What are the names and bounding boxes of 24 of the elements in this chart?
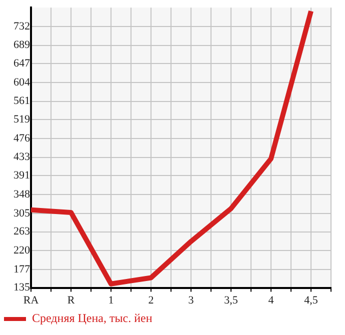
x-tick-label: 3,5 — [224, 294, 238, 306]
x-tick-label: 1 — [108, 294, 114, 306]
y-tick-label: 305 — [14, 207, 30, 220]
x-tick-label: 4 — [268, 294, 274, 306]
x-tick-label: R — [67, 294, 76, 306]
y-tick-label: 433 — [14, 151, 30, 164]
x-tick-label: 4,5 — [304, 294, 318, 306]
y-tick-label: 732 — [14, 20, 30, 32]
y-tick-label: 519 — [14, 114, 30, 126]
y-tick-label: 177 — [14, 263, 30, 276]
x-tick-label: 3 — [188, 294, 194, 306]
y-tick-label: 391 — [14, 170, 30, 182]
y-tick-label: 263 — [14, 226, 30, 238]
y-tick-label: 604 — [14, 76, 30, 88]
y-tick-label: 348 — [14, 188, 30, 200]
y-tick-label: 561 — [14, 95, 30, 108]
y-tick-label: 647 — [14, 58, 30, 70]
y-tick-label: 220 — [14, 244, 30, 256]
y-tick-label: 135 — [14, 282, 30, 294]
x-tick-label: RA — [23, 294, 39, 306]
y-tick-label: 689 — [14, 39, 30, 52]
x-tick-label: 2 — [148, 294, 154, 306]
legend-label: Средняя Цена, тыс. йен — [32, 311, 153, 326]
y-tick-label: 476 — [14, 132, 30, 144]
